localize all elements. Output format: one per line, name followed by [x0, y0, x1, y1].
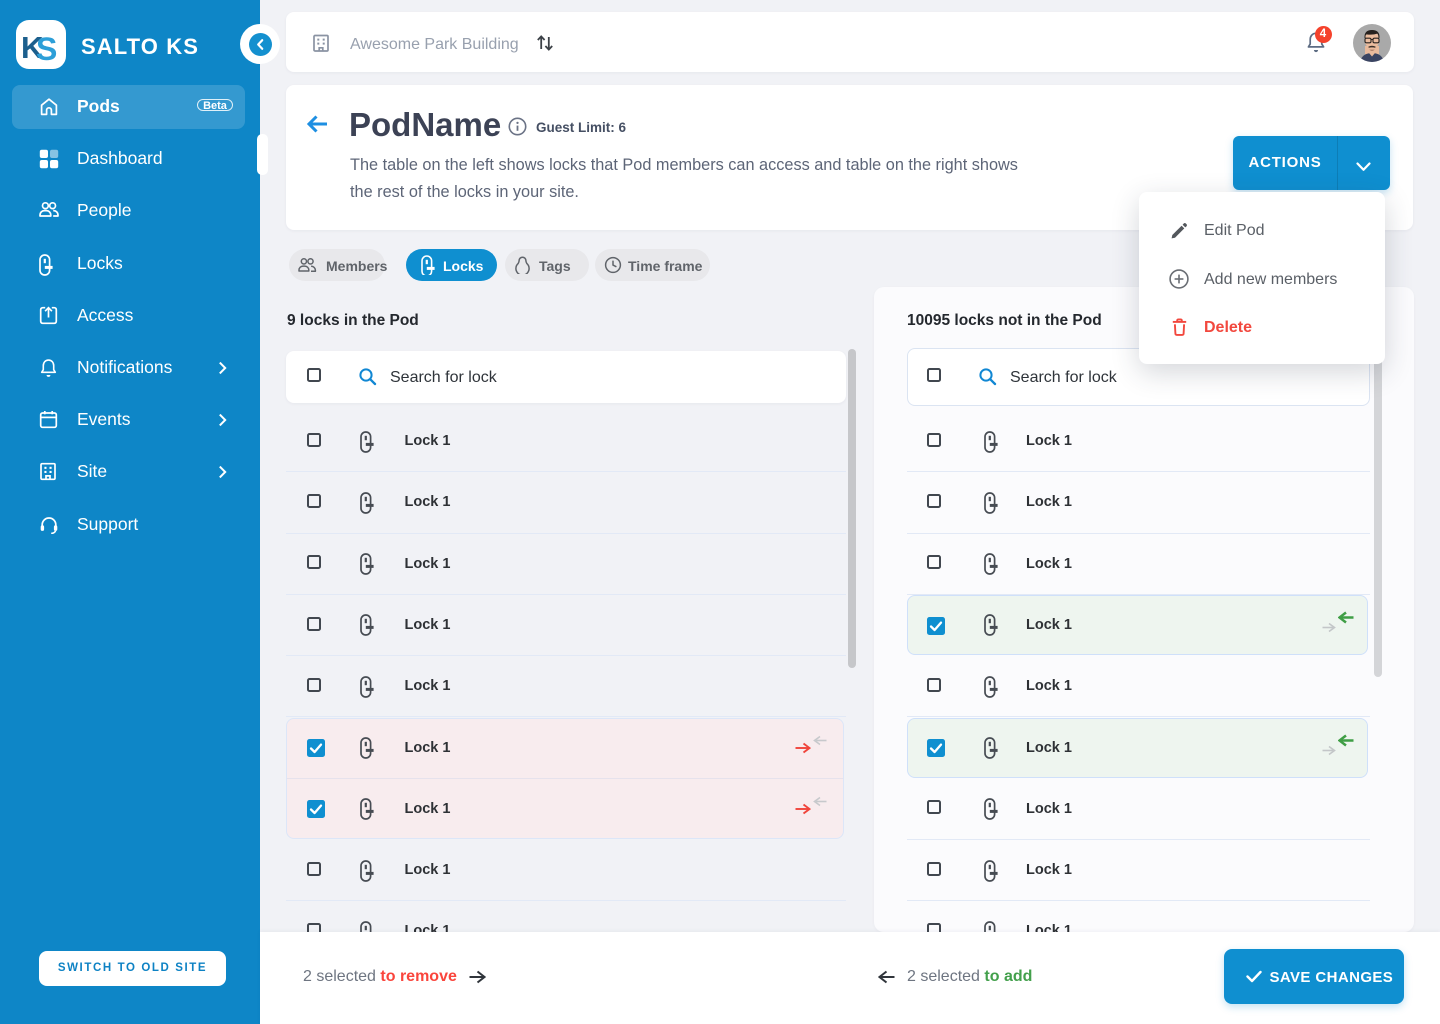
svg-text:K: K	[21, 30, 44, 65]
svg-text:S: S	[36, 31, 57, 67]
